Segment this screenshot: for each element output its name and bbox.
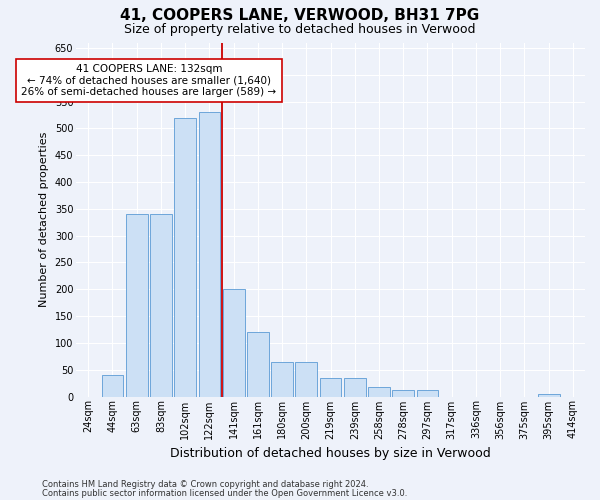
Text: 41, COOPERS LANE, VERWOOD, BH31 7PG: 41, COOPERS LANE, VERWOOD, BH31 7PG <box>121 8 479 22</box>
Bar <box>416 390 439 396</box>
Bar <box>150 214 172 396</box>
Text: Contains public sector information licensed under the Open Government Licence v3: Contains public sector information licen… <box>42 488 407 498</box>
Bar <box>126 214 148 396</box>
Bar <box>538 394 560 396</box>
Bar <box>344 378 366 396</box>
Bar <box>223 289 245 397</box>
Text: Contains HM Land Registry data © Crown copyright and database right 2024.: Contains HM Land Registry data © Crown c… <box>42 480 368 489</box>
Bar <box>295 362 317 396</box>
Bar <box>271 362 293 396</box>
Bar <box>247 332 269 396</box>
Y-axis label: Number of detached properties: Number of detached properties <box>39 132 49 307</box>
Bar <box>368 387 390 396</box>
Text: Size of property relative to detached houses in Verwood: Size of property relative to detached ho… <box>124 22 476 36</box>
Bar <box>320 378 341 396</box>
Bar <box>174 118 196 396</box>
Bar <box>392 390 414 396</box>
Bar <box>199 112 220 397</box>
Bar <box>101 375 124 396</box>
X-axis label: Distribution of detached houses by size in Verwood: Distribution of detached houses by size … <box>170 447 491 460</box>
Text: 41 COOPERS LANE: 132sqm
← 74% of detached houses are smaller (1,640)
26% of semi: 41 COOPERS LANE: 132sqm ← 74% of detache… <box>21 64 277 97</box>
